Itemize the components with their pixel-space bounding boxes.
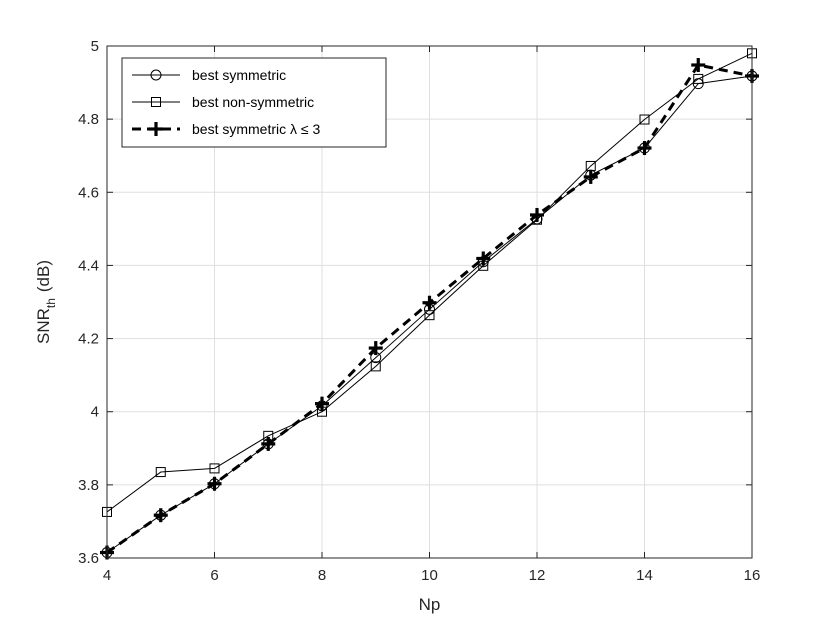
series-3-point (476, 251, 491, 266)
series-3-point (207, 476, 222, 491)
series-3-point (691, 58, 706, 73)
series-layer (100, 48, 759, 560)
legend-label: best symmetric (192, 67, 286, 83)
series-3 (100, 58, 759, 560)
legend-entry-1: best symmetric (132, 67, 286, 83)
y-axis-title: SNRth (dB) (34, 260, 58, 344)
series-2-point (639, 114, 650, 125)
ticks (106, 45, 753, 559)
series-3-point (153, 508, 168, 523)
series-3-point (583, 169, 598, 184)
legend-entry-2: best non-symmetric (132, 94, 314, 110)
series-3-point (637, 141, 652, 156)
series-3-point (261, 436, 276, 451)
legend: best symmetric best non-symmetric best sym… (121, 57, 387, 148)
y-tick-label: 4.4 (78, 257, 99, 274)
legend-entry-3: best symmetric λ ≤ 3 (132, 121, 320, 137)
x-tick-label: 16 (744, 567, 761, 584)
series-2-point (155, 467, 166, 478)
y-tick-label: 4.2 (78, 331, 99, 348)
series-3-point (530, 207, 544, 222)
x-axis-title: Np (419, 595, 441, 614)
y-tick-label: 5 (91, 38, 99, 55)
series-3-point (368, 341, 383, 356)
series-2-point (370, 361, 381, 372)
y-tick-label: 4 (91, 404, 99, 421)
legend-label: best symmetric λ ≤ 3 (192, 121, 320, 137)
legend-label: best non-symmetric (192, 94, 314, 110)
y-axis-title-sub: th (44, 298, 58, 308)
x-tick-label: 10 (421, 567, 438, 584)
y-tick-label: 4.8 (78, 111, 99, 128)
y-tick-label: 3.8 (78, 477, 99, 494)
svg-text:SNRth(dB): SNRth (dB) (34, 260, 58, 344)
series-2-point (693, 73, 704, 84)
series-2-line (106, 52, 753, 513)
series-3-point (315, 396, 329, 411)
y-axis-title-unit: (dB) (34, 260, 53, 292)
y-axis-title-main: SNR (34, 308, 53, 344)
tick-labels: 4 6 8 10 12 14 16 3.6 3.8 4 4.2 4.4 4.6 4.8 5 (78, 38, 760, 584)
y-tick-label: 4.6 (78, 184, 99, 201)
legend-swatch-marker (151, 97, 161, 107)
legend-swatch-marker (150, 69, 162, 81)
x-tick-label: 12 (529, 567, 546, 584)
series-2-point (209, 463, 220, 474)
series-3-point (422, 295, 437, 310)
x-tick-label: 14 (636, 567, 653, 584)
series-2-point (424, 310, 435, 321)
legend-box (121, 57, 387, 148)
x-tick-label: 4 (103, 567, 111, 584)
x-tick-label: 8 (318, 567, 326, 584)
y-tick-label: 3.6 (78, 550, 99, 567)
x-tick-label: 6 (210, 567, 218, 584)
series-2 (102, 48, 757, 517)
legend-swatch-marker (149, 122, 163, 136)
